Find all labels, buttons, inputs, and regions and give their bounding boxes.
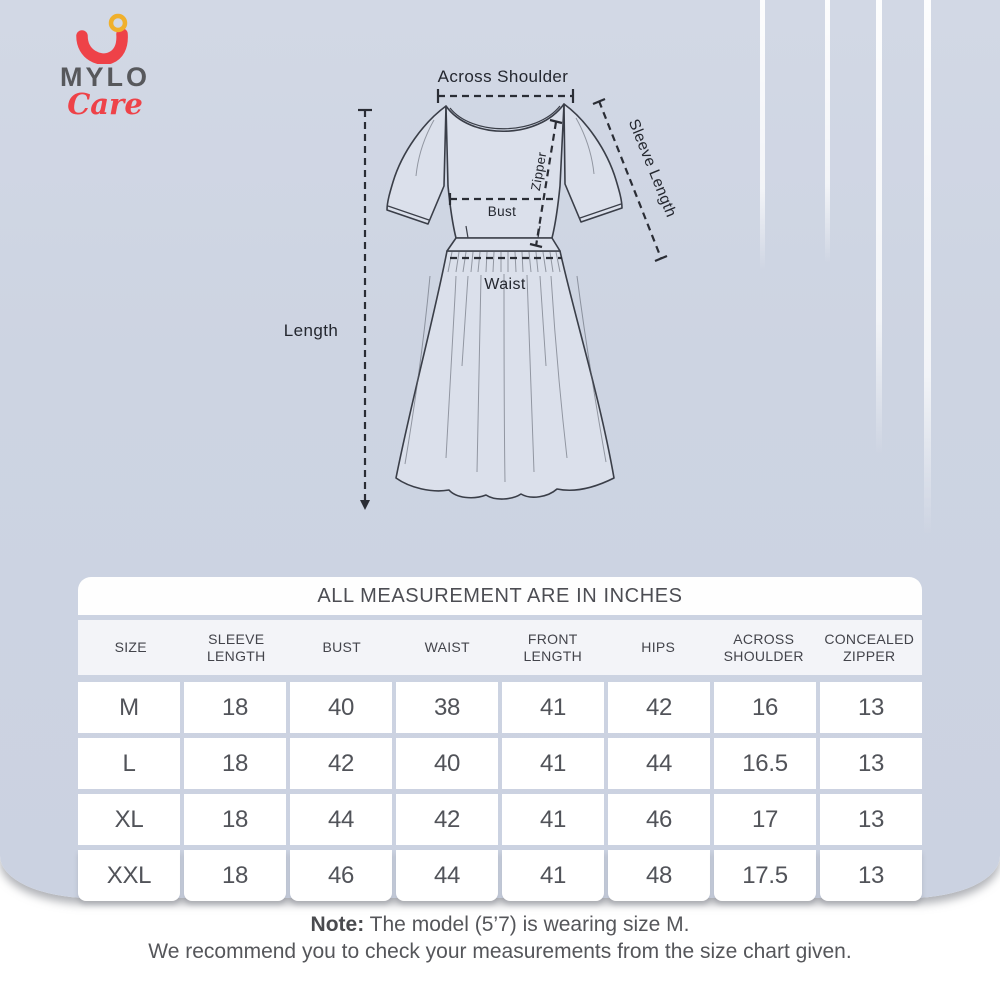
value-cell: 16	[714, 682, 816, 733]
size-cell: XL	[78, 794, 180, 845]
light-streak	[760, 0, 765, 270]
note-line-1: Note: The model (5’7) is wearing size M.	[0, 911, 1000, 938]
size-cell: M	[78, 682, 180, 733]
light-streak	[825, 0, 830, 263]
size-table: ALL MEASUREMENT ARE IN INCHES SIZE SLEEV…	[78, 577, 922, 901]
value-cell: 13	[820, 794, 922, 845]
value-cell: 18	[184, 794, 286, 845]
note-line-2: We recommend you to check your measureme…	[148, 940, 852, 963]
table-row-m: M 18 40 38 41 42 16 13	[78, 682, 922, 733]
table-row-xl: XL 18 44 42 41 46 17 13	[78, 794, 922, 845]
table-header-row: SIZE SLEEVE LENGTH BUST WAIST FRONT LENG…	[78, 620, 922, 675]
column-header-bust: BUST	[322, 639, 362, 655]
column-header-hips: HIPS	[641, 639, 676, 655]
light-streak	[924, 0, 931, 535]
value-cell: 13	[820, 850, 922, 901]
value-cell: 44	[608, 738, 710, 789]
value-cell: 18	[184, 850, 286, 901]
value-cell: 42	[396, 794, 498, 845]
table-row-l: L 18 42 40 41 44 16.5 13	[78, 738, 922, 789]
sleeve-length-label: Sleeve Length	[625, 117, 680, 220]
value-cell: 46	[608, 794, 710, 845]
note: Note: The model (5’7) is wearing size M.…	[0, 911, 1000, 965]
length-arrowhead	[360, 500, 370, 510]
brand-tagline: Care	[67, 87, 143, 121]
value-cell: 41	[502, 850, 604, 901]
length-label: Length	[284, 321, 338, 340]
brand-name: MYLO	[60, 62, 150, 92]
size-cell: XXL	[78, 850, 180, 901]
table-title: ALL MEASUREMENT ARE IN INCHES	[78, 577, 922, 615]
note-label: Note:	[310, 913, 365, 936]
value-cell: 42	[290, 738, 392, 789]
zipper-label: Zipper	[528, 150, 550, 192]
column-header-waist: WAIST	[424, 639, 470, 655]
column-header-across-shoulder: ACROSS SHOULDER	[723, 630, 804, 664]
smile-icon	[76, 13, 128, 64]
value-cell: 16.5	[714, 738, 816, 789]
across-shoulder-label: Across Shoulder	[438, 67, 569, 86]
column-header-concealed-zipper: CONCEALED ZIPPER	[824, 630, 915, 664]
value-cell: 46	[290, 850, 392, 901]
value-cell: 40	[290, 682, 392, 733]
column-header-size: SIZE	[114, 639, 147, 655]
dress-diagram: Across Shoulder Bust Waist Length Zipper…	[284, 67, 680, 510]
column-header-front-length: FRONT LENGTH	[523, 630, 583, 664]
value-cell: 17.5	[714, 850, 816, 901]
column-header-sleeve-length: SLEEVE LENGTH	[206, 630, 266, 664]
value-cell: 44	[290, 794, 392, 845]
value-cell: 48	[608, 850, 710, 901]
value-cell: 38	[396, 682, 498, 733]
value-cell: 13	[820, 682, 922, 733]
value-cell: 42	[608, 682, 710, 733]
value-cell: 18	[184, 738, 286, 789]
size-cell: L	[78, 738, 180, 789]
note-text: The model (5’7) is wearing size M.	[364, 913, 690, 936]
value-cell: 17	[714, 794, 816, 845]
waist-label: Waist	[484, 276, 526, 293]
bust-label: Bust	[488, 204, 517, 219]
brand-logo: MYLO Care	[20, 12, 190, 121]
value-cell: 41	[502, 682, 604, 733]
value-cell: 41	[502, 794, 604, 845]
table-row-xxl: XXL 18 46 44 41 48 17.5 13	[78, 850, 922, 901]
value-cell: 41	[502, 738, 604, 789]
value-cell: 40	[396, 738, 498, 789]
value-cell: 18	[184, 682, 286, 733]
light-streak	[876, 0, 882, 455]
value-cell: 44	[396, 850, 498, 901]
value-cell: 13	[820, 738, 922, 789]
